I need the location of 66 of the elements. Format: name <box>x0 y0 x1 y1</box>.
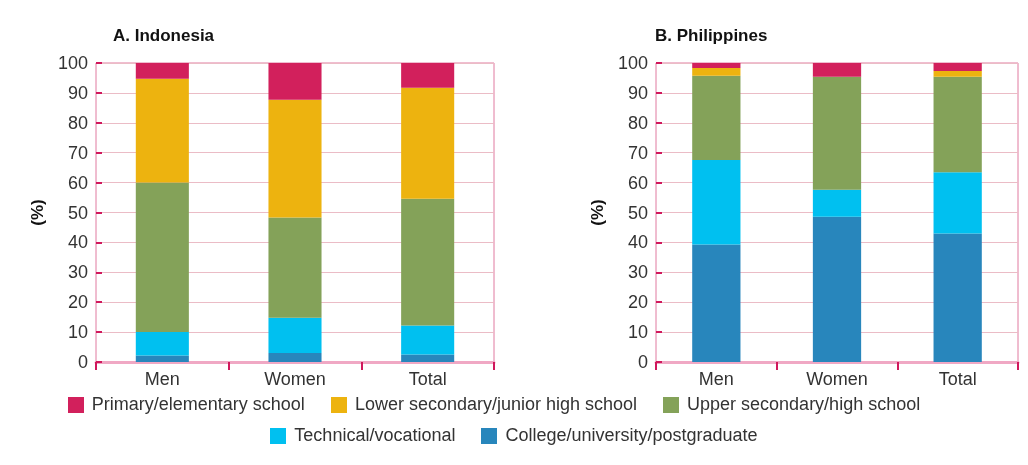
bar <box>933 71 982 77</box>
y-tick-label: 20 <box>627 292 648 313</box>
y-tick-label: 0 <box>637 352 648 372</box>
chart-title: B. Philippines <box>655 26 768 45</box>
bar <box>135 355 189 362</box>
y-tick-label: 40 <box>627 232 648 253</box>
y-tick-label: 70 <box>627 142 648 163</box>
x-tick-label: Total <box>938 369 977 389</box>
x-tick-label: Total <box>408 369 447 389</box>
y-tick-label: 10 <box>627 322 648 343</box>
y-tick-label: 100 <box>57 53 88 73</box>
bar <box>692 159 741 245</box>
y-tick-label: 60 <box>627 172 648 193</box>
bar <box>268 353 322 362</box>
y-tick-label: 90 <box>627 82 648 103</box>
bar <box>401 198 455 326</box>
bar <box>692 63 741 69</box>
bar <box>401 325 455 355</box>
bar <box>933 233 982 362</box>
bar <box>692 244 741 362</box>
bar <box>933 63 982 72</box>
y-tick-label: 10 <box>67 322 88 343</box>
bar <box>135 182 189 333</box>
y-tick-label: 80 <box>627 112 648 133</box>
y-tick-label: 20 <box>67 292 88 313</box>
bar <box>692 75 741 160</box>
bar <box>812 189 862 217</box>
bar <box>135 63 189 79</box>
legend-label: College/university/postgraduate <box>504 425 758 446</box>
y-tick-label: 90 <box>67 82 88 103</box>
y-tick-label: 0 <box>77 352 88 372</box>
y-axis-title: (%) <box>588 199 607 226</box>
bar <box>933 172 982 234</box>
bar <box>268 317 322 354</box>
legend-label: Primary/elementary school <box>90 394 305 415</box>
y-axis-title: (%) <box>28 199 47 226</box>
y-tick-label: 80 <box>67 112 88 133</box>
y-tick-label: 60 <box>67 172 88 193</box>
x-tick-label: Men <box>144 369 180 389</box>
bar <box>933 76 982 173</box>
bar <box>135 78 189 183</box>
bar <box>268 99 322 218</box>
bar <box>268 63 322 100</box>
bar <box>812 216 862 362</box>
bar <box>401 87 455 199</box>
bar <box>812 63 862 77</box>
y-tick-label: 40 <box>67 232 88 253</box>
y-tick-label: 100 <box>617 53 648 73</box>
y-tick-label: 50 <box>627 202 648 223</box>
y-tick-label: 30 <box>67 262 88 283</box>
x-tick-label: Women <box>264 369 326 389</box>
bar <box>268 217 322 318</box>
y-tick-label: 30 <box>627 262 648 283</box>
bar <box>692 68 741 76</box>
bar <box>135 332 189 356</box>
bar <box>812 76 862 190</box>
x-tick-label: Women <box>806 369 868 389</box>
legend-label: Technical/vocational <box>293 425 456 446</box>
chart-title: A. Indonesia <box>113 26 215 45</box>
y-tick-label: 70 <box>67 142 88 163</box>
bar <box>401 63 455 88</box>
x-tick-label: Men <box>698 369 734 389</box>
bar <box>401 354 455 362</box>
legend-label: Lower secondary/junior high school <box>353 394 638 415</box>
y-tick-label: 50 <box>67 202 88 223</box>
legend-label: Upper secondary/high school <box>686 394 921 415</box>
